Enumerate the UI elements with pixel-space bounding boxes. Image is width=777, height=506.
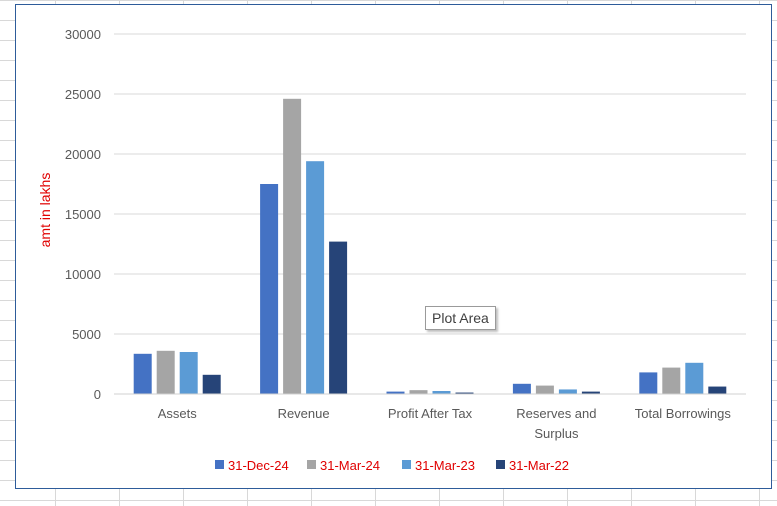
x-category-label: Assets <box>158 406 198 421</box>
bar-31-Mar-22-total-borrowings[interactable] <box>708 386 727 394</box>
y-tick-label: 0 <box>94 387 101 402</box>
bar-31-Dec-24-revenue[interactable] <box>260 184 279 394</box>
bars[interactable] <box>133 98 727 395</box>
legend-swatch <box>402 460 411 469</box>
bar-31-Mar-23-profit-after-tax[interactable] <box>432 391 451 394</box>
legend-label[interactable]: 31-Dec-24 <box>228 458 289 473</box>
bar-31-Mar-24-revenue[interactable] <box>283 98 302 395</box>
x-category-label: Profit After Tax <box>388 406 473 421</box>
y-axis-ticks: 0 5000 10000 15000 20000 25000 30000 <box>65 27 101 402</box>
y-tick-label: 25000 <box>65 87 101 102</box>
y-tick-label: 20000 <box>65 147 101 162</box>
bar-31-Mar-24-total-borrowings[interactable] <box>662 367 681 394</box>
legend-swatch <box>496 460 505 469</box>
bar-31-Mar-22-profit-after-tax[interactable] <box>455 392 474 394</box>
bar-31-Mar-24-reserves-and-surplus[interactable] <box>535 385 554 394</box>
legend-swatch <box>307 460 316 469</box>
bar-31-Dec-24-reserves-and-surplus[interactable] <box>512 383 531 394</box>
y-tick-label: 10000 <box>65 267 101 282</box>
bar-31-Mar-24-assets[interactable] <box>156 350 175 394</box>
legend-label[interactable]: 31-Mar-23 <box>415 458 475 473</box>
bar-31-Mar-22-revenue[interactable] <box>329 241 348 394</box>
x-category-label: Reserves and <box>516 406 596 421</box>
bar-31-Mar-23-assets[interactable] <box>179 352 198 394</box>
bar-31-Mar-22-assets[interactable] <box>202 374 221 394</box>
gridlines <box>114 33 746 335</box>
bar-31-Mar-23-total-borrowings[interactable] <box>685 362 704 394</box>
plot-area-tooltip: Plot Area <box>425 306 496 330</box>
bar-31-Dec-24-profit-after-tax[interactable] <box>386 391 405 394</box>
bar-31-Mar-23-reserves-and-surplus[interactable] <box>558 389 577 394</box>
y-axis-label: amt in lakhs <box>37 173 53 248</box>
x-axis-categories: Assets Revenue Profit After Tax Reserves an… <box>158 406 732 441</box>
y-tick-label: 5000 <box>72 327 101 342</box>
bar-31-Mar-22-reserves-and-surplus[interactable] <box>581 391 600 394</box>
bar-31-Dec-24-total-borrowings[interactable] <box>639 372 658 394</box>
legend-label[interactable]: 31-Mar-22 <box>509 458 569 473</box>
x-category-label: Total Borrowings <box>635 406 732 421</box>
y-tick-label: 15000 <box>65 207 101 222</box>
bar-31-Mar-24-profit-after-tax[interactable] <box>409 390 428 394</box>
x-category-label: Surplus <box>534 426 579 441</box>
bar-31-Dec-24-assets[interactable] <box>133 353 152 394</box>
legend[interactable]: 31-Dec-24 31-Mar-24 31-Mar-23 31-Mar-22 <box>215 458 569 473</box>
chart-area[interactable] <box>15 4 772 489</box>
y-tick-label: 30000 <box>65 27 101 42</box>
x-category-label: Revenue <box>278 406 330 421</box>
legend-swatch <box>215 460 224 469</box>
legend-label[interactable]: 31-Mar-24 <box>320 458 380 473</box>
bar-31-Mar-23-revenue[interactable] <box>306 161 325 394</box>
